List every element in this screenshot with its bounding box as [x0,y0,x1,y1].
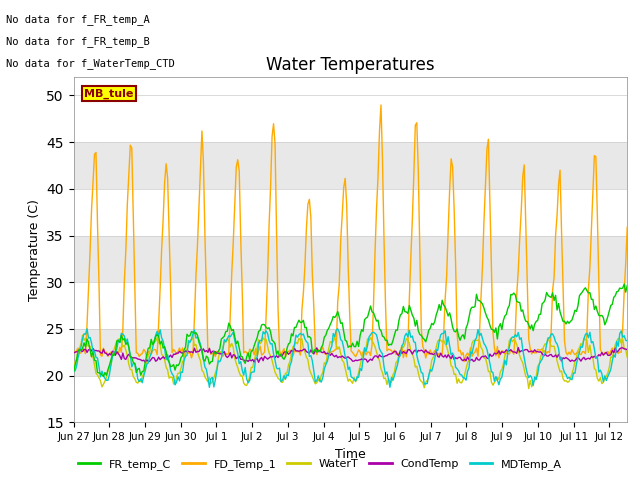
Title: Water Temperatures: Water Temperatures [266,56,435,74]
Bar [74,142,627,189]
X-axis label: Time: Time [335,448,366,461]
Text: No data for f_FR_temp_B: No data for f_FR_temp_B [6,36,150,47]
Bar [74,236,627,282]
Text: No data for f_WaterTemp_CTD: No data for f_WaterTemp_CTD [6,58,175,69]
Legend: FR_temp_C, FD_Temp_1, WaterT, CondTemp, MDTemp_A: FR_temp_C, FD_Temp_1, WaterT, CondTemp, … [74,455,566,474]
Text: MB_tule: MB_tule [84,88,134,99]
Bar [74,329,627,376]
Text: No data for f_FR_temp_A: No data for f_FR_temp_A [6,14,150,25]
Y-axis label: Temperature (C): Temperature (C) [28,199,41,300]
